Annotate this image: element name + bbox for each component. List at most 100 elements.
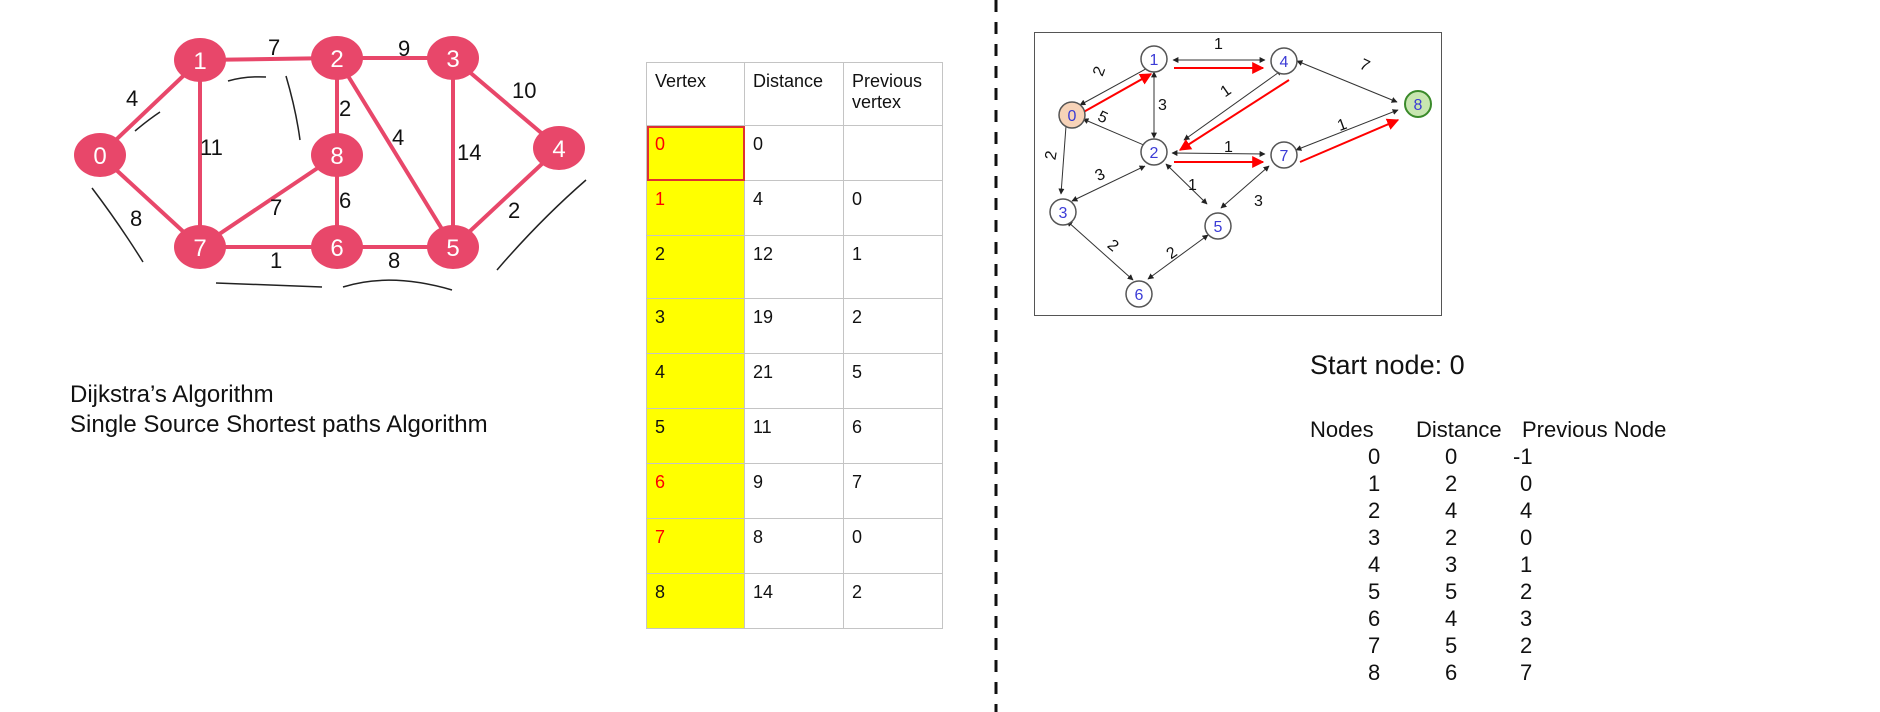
annotation-stroke <box>91 187 144 263</box>
weight-5-6: 2 <box>1164 244 1181 263</box>
svg-text:8: 8 <box>1414 97 1423 114</box>
distance-cell: 14 <box>744 573 844 629</box>
distance-cell: 11 <box>744 408 844 464</box>
distance-cell: 5 <box>1445 633 1458 658</box>
directed-graph-right: 2 1 7 1 5 3 2 1 1 3 1 3 2 2 0 1 2 3 4 5 … <box>1042 36 1432 308</box>
weight-4-8: 7 <box>1357 56 1372 75</box>
left-node-5: 5 <box>427 225 479 269</box>
svg-text:7: 7 <box>193 235 206 262</box>
weight-2-4: 1 <box>1218 82 1235 101</box>
left-node-8: 8 <box>311 133 363 177</box>
previous-cell: 7 <box>843 463 943 519</box>
weight-3-6: 2 <box>1104 237 1122 256</box>
distance-cell: 5 <box>1445 579 1458 604</box>
annotation-stroke <box>285 75 301 141</box>
table-row: 6 9 7 <box>646 463 943 519</box>
weighted-graph-left: 4 8 7 9 10 2 1 8 11 7 2 6 4 14 0 1 2 3 4… <box>74 35 587 291</box>
distance-cell: 0 <box>1445 444 1458 469</box>
distance-cell: 2 <box>1445 525 1458 550</box>
table-row: 3 19 2 <box>646 298 943 354</box>
svg-text:4: 4 <box>1280 54 1289 71</box>
right-edges <box>1058 57 1399 281</box>
svg-text:2: 2 <box>330 46 343 73</box>
vertex-cell: 8 <box>646 573 745 629</box>
weight-3-5: 14 <box>457 140 481 165</box>
right-node-0: 0 <box>1058 101 1086 129</box>
vertex-cell: 4 <box>646 353 745 409</box>
right-node-8: 8 <box>1404 90 1432 118</box>
path-edge-4-2 <box>1178 79 1290 151</box>
right-nodes: 0 1 2 3 4 5 6 7 8 <box>1049 45 1432 308</box>
table-row: 5 11 6 <box>646 408 943 464</box>
previous-cell: 4 <box>1520 498 1533 523</box>
vertex-cell: 6 <box>646 463 745 519</box>
table-row: 1 4 0 <box>646 180 943 236</box>
svg-text:0: 0 <box>93 143 106 170</box>
right-node-3: 3 <box>1049 198 1077 226</box>
left-nodes: 0 1 2 3 4 5 6 7 8 <box>74 36 585 269</box>
distance-cell: 8 <box>744 518 844 574</box>
previous-cell: 0 <box>1520 471 1533 496</box>
weight-2-5: 4 <box>392 125 404 150</box>
caption-title: Dijkstra’s Algorithm <box>70 381 274 408</box>
svg-text:5: 5 <box>1214 219 1223 236</box>
distance-cell: 6 <box>1445 660 1458 685</box>
previous-cell: 2 <box>843 298 943 354</box>
previous-cell: 1 <box>843 235 943 299</box>
previous-cell: 1 <box>1520 552 1533 577</box>
weight-1-2: 3 <box>1158 97 1167 114</box>
right-node-6: 6 <box>1125 280 1153 308</box>
weight-3-2: 3 <box>1093 166 1108 185</box>
node-cell: 0 <box>1368 444 1381 469</box>
left-weight-labels: 4 8 7 9 10 2 1 8 11 7 2 6 4 14 <box>126 35 536 273</box>
distance-cell: 2 <box>1445 471 1458 496</box>
distance-cell: 9 <box>744 463 844 519</box>
weight-6-5: 8 <box>388 248 400 273</box>
caption-subtitle: Single Source Shortest paths Algorithm <box>70 411 488 438</box>
distance-cell: 21 <box>744 353 844 409</box>
edge-4-5 <box>451 146 561 249</box>
weight-0-1: 4 <box>126 86 138 111</box>
start-node-label: Start node: 0 <box>1310 350 1465 380</box>
weight-1-4: 1 <box>1214 36 1223 53</box>
node-cell: 6 <box>1368 606 1381 631</box>
previous-cell: 2 <box>843 573 943 629</box>
svg-text:8: 8 <box>330 143 343 170</box>
annotation-stroke <box>342 279 453 291</box>
vertex-cell: 1 <box>646 180 745 236</box>
weight-2-5: 1 <box>1188 177 1197 194</box>
edge-0-1 <box>1079 64 1154 106</box>
right-node-1: 1 <box>1140 45 1168 73</box>
left-node-2: 2 <box>311 36 363 80</box>
weight-7-5: 3 <box>1254 193 1263 210</box>
dashed-divider <box>994 0 998 712</box>
edge-5-6 <box>1147 234 1209 280</box>
weight-3-4: 10 <box>512 78 536 103</box>
table-header-row: Vertex Distance Previous vertex <box>646 62 943 126</box>
node-cell: 4 <box>1368 552 1381 577</box>
header-distance: Distance <box>744 62 844 126</box>
right-node-7: 7 <box>1270 141 1298 169</box>
weight-0-1: 2 <box>1090 64 1109 78</box>
header-distance: Distance <box>1416 417 1502 442</box>
weight-4-5: 2 <box>508 198 520 223</box>
right-node-5: 5 <box>1204 212 1232 240</box>
left-node-3: 3 <box>427 36 479 80</box>
right-shortest-path <box>1079 62 1400 168</box>
weight-1-7: 11 <box>200 135 223 160</box>
weight-7-6: 1 <box>270 248 282 273</box>
left-node-1: 1 <box>174 38 226 82</box>
distance-cell: 0 <box>744 125 844 181</box>
edge-2-7 <box>1171 150 1266 157</box>
previous-cell: 0 <box>843 518 943 574</box>
table-row: 8 14 2 <box>646 573 943 629</box>
node-cell: 5 <box>1368 579 1381 604</box>
left-node-4: 4 <box>533 126 585 170</box>
previous-cell: 2 <box>1520 579 1533 604</box>
previous-cell: 3 <box>1520 606 1533 631</box>
node-cell: 8 <box>1368 660 1381 685</box>
svg-text:5: 5 <box>446 235 459 262</box>
distance-cell: 19 <box>744 298 844 354</box>
previous-cell: -1 <box>1513 444 1533 469</box>
edge-7-5 <box>1220 165 1270 209</box>
